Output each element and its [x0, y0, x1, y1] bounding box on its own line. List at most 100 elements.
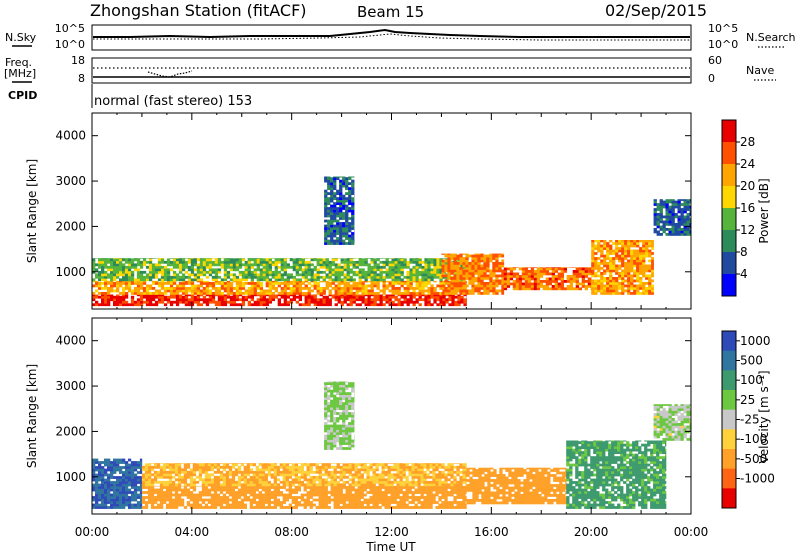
- heatmap-cell: [465, 269, 469, 273]
- heatmap-cell: [174, 468, 179, 472]
- heatmap-cell: [609, 257, 613, 260]
- heatmap-cell: [279, 491, 283, 494]
- heatmap-cell: [668, 210, 672, 214]
- heatmap-cell: [361, 289, 365, 293]
- heatmap-cell: [358, 270, 362, 274]
- heatmap-cell: [116, 468, 120, 472]
- heatmap-cell: [430, 275, 434, 279]
- heatmap-cell: [351, 209, 355, 213]
- heatmap-cell: [388, 280, 392, 283]
- heatmap-cell: [328, 273, 332, 277]
- heatmap-cell: [256, 298, 260, 302]
- heatmap-cell: [388, 275, 392, 279]
- heatmap-cell: [101, 295, 105, 299]
- heatmap-cell: [241, 270, 246, 274]
- heatmap-cell: [244, 292, 248, 295]
- heatmap-cell: [222, 465, 227, 469]
- heatmap-cell: [645, 254, 649, 258]
- heatmap-cell: [459, 257, 463, 260]
- heatmap-cell: [518, 275, 523, 278]
- heatmap-cell: [262, 300, 266, 304]
- heatmap-cell: [474, 279, 478, 283]
- heatmap-cell: [349, 278, 353, 282]
- heatmap-cell: [101, 258, 105, 259]
- heatmap-cell: [477, 284, 481, 288]
- heatmap-cell: [468, 267, 472, 270]
- heatmap-cell: [174, 488, 179, 492]
- heatmap-cell: [345, 503, 349, 507]
- heatmap-cell: [295, 280, 299, 283]
- heatmap-cell: [536, 270, 541, 273]
- heatmap-cell: [171, 463, 176, 467]
- heatmap-cell: [633, 292, 637, 295]
- heatmap-cell: [306, 493, 310, 497]
- heatmap-cell: [235, 289, 240, 293]
- heatmap-cell: [539, 285, 544, 288]
- heatmap-cell: [180, 491, 185, 494]
- heatmap-cell: [301, 282, 305, 285]
- heatmap-cell: [124, 300, 129, 304]
- heatmap-cell: [339, 501, 343, 504]
- heatmap-cell: [412, 270, 416, 274]
- heatmap-cell: [280, 265, 284, 269]
- heatmap-cell: [379, 278, 383, 282]
- heatmap-cell: [689, 199, 692, 201]
- heatmap-cell: [603, 259, 607, 263]
- heatmap-cell: [181, 282, 186, 285]
- heatmap-cell: [615, 254, 619, 258]
- heatmap-cell: [355, 258, 359, 259]
- heatmap-cell: [597, 242, 601, 245]
- heatmap-cell: [295, 278, 299, 282]
- heatmap-cell: [683, 205, 687, 209]
- heatmap-cell: [575, 277, 579, 281]
- heatmap-cell: [95, 486, 99, 489]
- heatmap-cell: [130, 282, 135, 285]
- heatmap-cell: [222, 478, 227, 482]
- heatmap-cell: [686, 233, 690, 236]
- heatmap-cell: [315, 506, 319, 509]
- heatmap-cell: [421, 287, 425, 290]
- heatmap-cell: [226, 265, 231, 269]
- heatmap-cell: [426, 496, 430, 499]
- heatmap-cell: [645, 277, 649, 280]
- heatmap-cell: [127, 498, 132, 502]
- heatmap-cell: [606, 244, 610, 248]
- heatmap-cell: [381, 491, 385, 494]
- heatmap-cell: [222, 483, 227, 487]
- heatmap-cell: [334, 303, 338, 307]
- heatmap-cell: [430, 278, 434, 282]
- heatmap-cell: [139, 471, 143, 474]
- heatmap-cell: [361, 295, 365, 299]
- heatmap-cell: [662, 230, 666, 234]
- heatmap-cell: [232, 294, 237, 297]
- heatmap-cell: [133, 496, 138, 499]
- heatmap-cell: [298, 292, 302, 295]
- heatmap-cell: [674, 213, 678, 216]
- heatmap-cell: [627, 289, 631, 293]
- heatmap-cell: [301, 258, 305, 259]
- heatmap-cell: [457, 298, 461, 302]
- heatmap-cell: [414, 506, 418, 509]
- heatmap-cell: [442, 300, 446, 304]
- heatmap-cell: [587, 285, 591, 288]
- heatmap-cell: [98, 258, 102, 262]
- heatmap-cell: [264, 488, 268, 492]
- heatmap-cell: [147, 473, 152, 477]
- heatmap-cell: [307, 287, 311, 290]
- heatmap-cell: [636, 289, 640, 293]
- heatmap-cell: [358, 298, 362, 302]
- heatmap-cell: [259, 282, 263, 285]
- heatmap-cell: [433, 263, 437, 267]
- heatmap-cell: [268, 265, 272, 269]
- heatmap-cell: [590, 270, 592, 273]
- heatmap-cell: [207, 468, 212, 472]
- heatmap-cell: [133, 473, 138, 477]
- heatmap-cell: [160, 292, 165, 295]
- heatmap-cell: [139, 458, 143, 462]
- heatmap-cell: [142, 295, 147, 299]
- heatmap-cell: [348, 496, 352, 499]
- heatmap-cell: [345, 197, 349, 200]
- heatmap-cell: [151, 295, 156, 299]
- heatmap-cell: [211, 258, 216, 259]
- heatmap-cell: [211, 270, 216, 274]
